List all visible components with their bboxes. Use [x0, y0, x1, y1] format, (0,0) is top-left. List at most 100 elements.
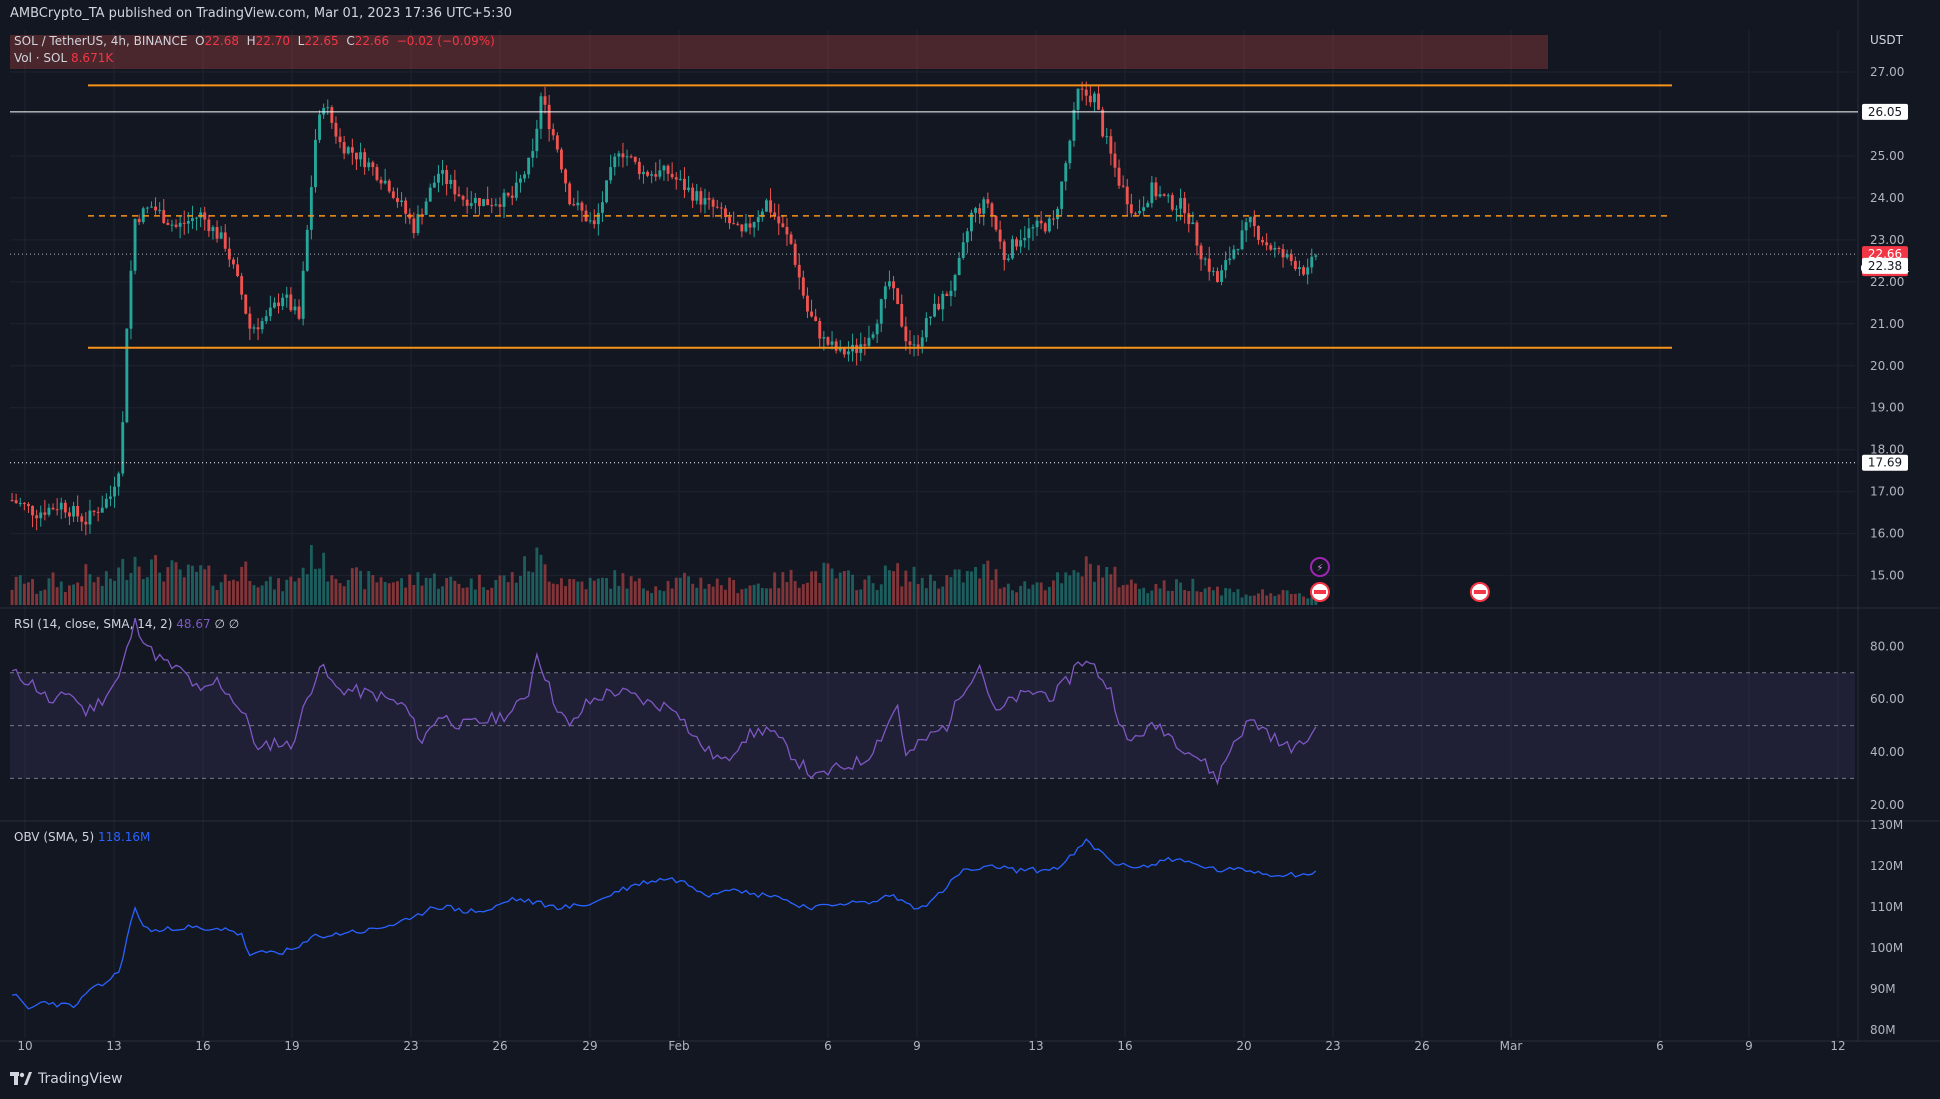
candle-body — [1187, 213, 1191, 225]
candle-body — [1269, 245, 1273, 250]
candle-body — [1191, 222, 1195, 225]
candle-body — [10, 500, 14, 502]
candle-body — [186, 221, 190, 224]
volume-bar — [539, 554, 543, 605]
volume-bar — [461, 587, 465, 605]
volume-bar — [31, 578, 34, 605]
candle-body — [691, 187, 695, 201]
volume-bar — [990, 579, 994, 605]
volume-bar — [826, 563, 830, 605]
rsi-extra-1: ∅ — [214, 617, 225, 631]
candle-body — [506, 192, 510, 196]
obv-tick-label: 80M — [1870, 1023, 1896, 1037]
volume-bar — [437, 588, 440, 605]
tradingview-logo[interactable]: TradingView — [10, 1071, 123, 1087]
volume-bar — [465, 587, 469, 605]
candle-body — [338, 136, 342, 143]
volume-bar — [1224, 588, 1228, 605]
candle-body — [924, 318, 928, 338]
candle-body — [830, 341, 834, 345]
candle-body — [576, 202, 580, 206]
candle-body — [174, 224, 178, 227]
ohlc-low-label: L — [297, 34, 305, 48]
obv-legend[interactable]: OBV (SMA, 5) 118.16M — [14, 830, 150, 844]
price-tick-label: 25.00 — [1870, 149, 1904, 163]
volume-bar — [1207, 586, 1211, 605]
volume-bar — [1076, 572, 1080, 605]
volume-bar — [592, 580, 596, 605]
volume-bar — [777, 588, 781, 605]
candle-body — [797, 264, 801, 278]
candle-body — [834, 341, 838, 351]
volume-bar — [387, 583, 391, 605]
candle-body — [469, 203, 473, 206]
volume-bar — [244, 561, 248, 605]
volume-bar — [703, 588, 707, 605]
candle-body — [736, 223, 740, 225]
rsi-label: RSI (14, close, SMA, 14, 2) — [14, 617, 173, 631]
candle-body — [318, 114, 321, 140]
volume-legend[interactable]: Vol · SOL 8.671K — [14, 51, 113, 65]
candle-body — [273, 302, 276, 308]
price-tick-label: 21.00 — [1870, 317, 1904, 331]
candle-body — [953, 275, 957, 291]
candle-body — [150, 206, 153, 208]
volume-bar — [904, 570, 908, 605]
candle-body — [1203, 258, 1207, 260]
candle-body — [974, 208, 977, 213]
candle-body — [1117, 167, 1121, 186]
time-axis-background — [0, 1042, 1940, 1070]
volume-bar — [994, 569, 998, 605]
volume-bar — [867, 575, 871, 605]
rsi-tick-label: 80.00 — [1870, 639, 1904, 653]
volume-bar — [186, 564, 190, 605]
candle-body — [510, 195, 514, 198]
volume-bar — [892, 571, 895, 605]
volume-bar — [670, 588, 674, 605]
volume-bar — [68, 585, 71, 605]
volume-bar — [1011, 590, 1014, 605]
volume-bar — [346, 579, 350, 605]
candle-body — [838, 347, 842, 351]
volume-bar — [482, 587, 485, 605]
volume-bar — [1080, 576, 1084, 605]
volume-bar — [1060, 583, 1064, 605]
volume-bar — [117, 567, 121, 605]
candle-body — [154, 206, 157, 211]
volume-bar — [166, 567, 170, 605]
volume-bar — [273, 589, 276, 605]
price-label-box — [1862, 257, 1908, 274]
price-label-box — [1862, 454, 1908, 471]
volume-bar — [732, 579, 736, 605]
candle-body — [355, 152, 358, 160]
candle-body — [978, 208, 982, 214]
obv-value: 118.16M — [97, 830, 151, 844]
volume-bar — [43, 589, 47, 605]
obv-line — [12, 838, 1317, 1010]
volume-bar — [908, 581, 912, 605]
candle-body — [281, 297, 285, 307]
volume-bar — [1232, 592, 1236, 605]
volume-bar — [469, 578, 473, 605]
candle-body — [695, 191, 699, 201]
rsi-legend[interactable]: RSI (14, close, SMA, 14, 2) 48.67 ∅ ∅ — [14, 617, 239, 631]
price-tick-label: 15.00 — [1870, 569, 1904, 583]
candle-body — [908, 341, 912, 345]
volume-bar — [441, 586, 444, 605]
candle-body — [1158, 194, 1162, 197]
volume-bar — [613, 570, 617, 605]
volume-bar — [219, 582, 223, 605]
symbol-legend[interactable]: SOL / TetherUS, 4h, BINANCE O22.68 H22.7… — [14, 34, 495, 48]
candle-body — [1207, 258, 1211, 272]
volume-bar — [236, 581, 239, 605]
volume-bar — [338, 583, 342, 605]
volume-bar — [687, 576, 690, 605]
volume-bar — [806, 582, 809, 605]
candle-body — [268, 307, 272, 317]
volume-bar — [88, 574, 92, 605]
candle-body — [1240, 230, 1244, 250]
volume-bar — [326, 581, 330, 605]
candle-body — [633, 156, 637, 162]
volume-bar — [986, 560, 990, 605]
